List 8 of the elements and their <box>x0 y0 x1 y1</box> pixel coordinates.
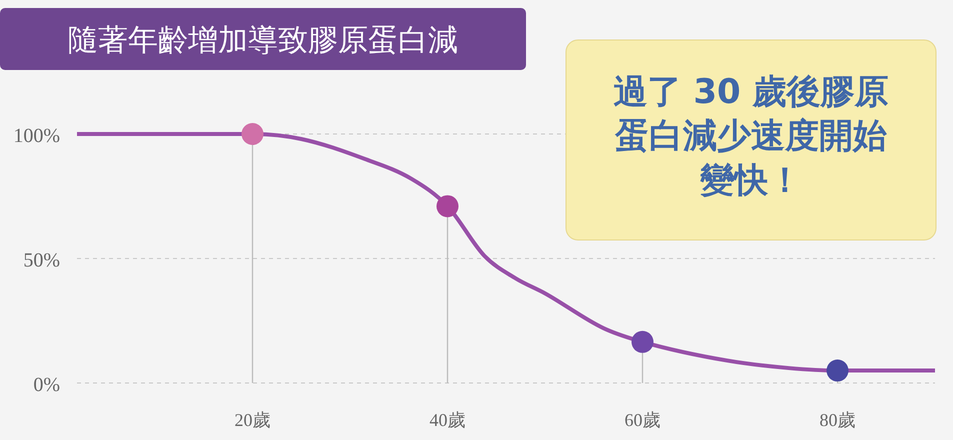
x-tick-label: 60歲 <box>624 410 660 430</box>
x-tick-label: 40歲 <box>430 410 466 430</box>
x-tick-label: 80歲 <box>820 410 856 430</box>
x-tick-label: 20歲 <box>234 410 270 430</box>
y-tick-label: 50% <box>23 250 60 272</box>
y-tick-label: 0% <box>33 374 60 396</box>
y-tick-label: 100% <box>13 125 60 147</box>
chart-title: 隨著年齡增加導致膠原蛋白減 <box>68 23 458 58</box>
